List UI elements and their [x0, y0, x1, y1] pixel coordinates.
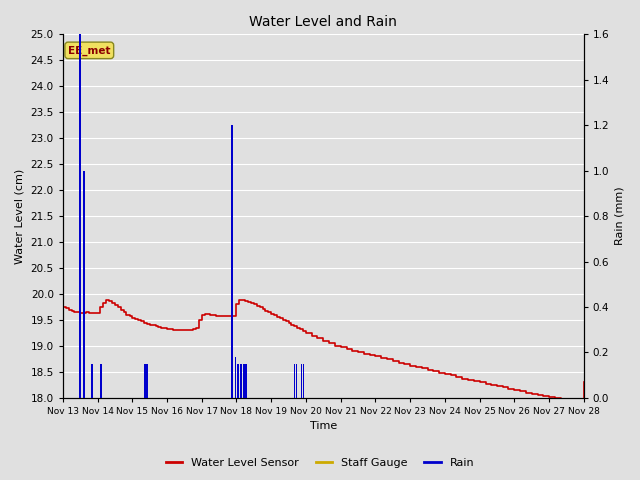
Bar — [144, 364, 146, 398]
Bar — [296, 364, 298, 398]
Y-axis label: Water Level (cm): Water Level (cm) — [15, 168, 25, 264]
Bar — [301, 364, 302, 398]
Title: Water Level and Rain: Water Level and Rain — [250, 15, 397, 29]
Bar — [240, 364, 241, 398]
Bar — [92, 364, 93, 398]
Bar — [83, 170, 84, 398]
Bar — [243, 364, 245, 398]
X-axis label: Time: Time — [310, 421, 337, 432]
Bar — [100, 364, 102, 398]
Bar — [79, 35, 81, 398]
Bar — [294, 364, 295, 398]
Text: EE_met: EE_met — [68, 45, 111, 56]
Bar — [237, 364, 239, 398]
Legend: Water Level Sensor, Staff Gauge, Rain: Water Level Sensor, Staff Gauge, Rain — [161, 453, 479, 472]
Bar — [245, 364, 247, 398]
Y-axis label: Rain (mm): Rain (mm) — [615, 187, 625, 245]
Bar — [303, 364, 305, 398]
Bar — [147, 364, 148, 398]
Bar — [235, 357, 236, 398]
Bar — [232, 125, 233, 398]
